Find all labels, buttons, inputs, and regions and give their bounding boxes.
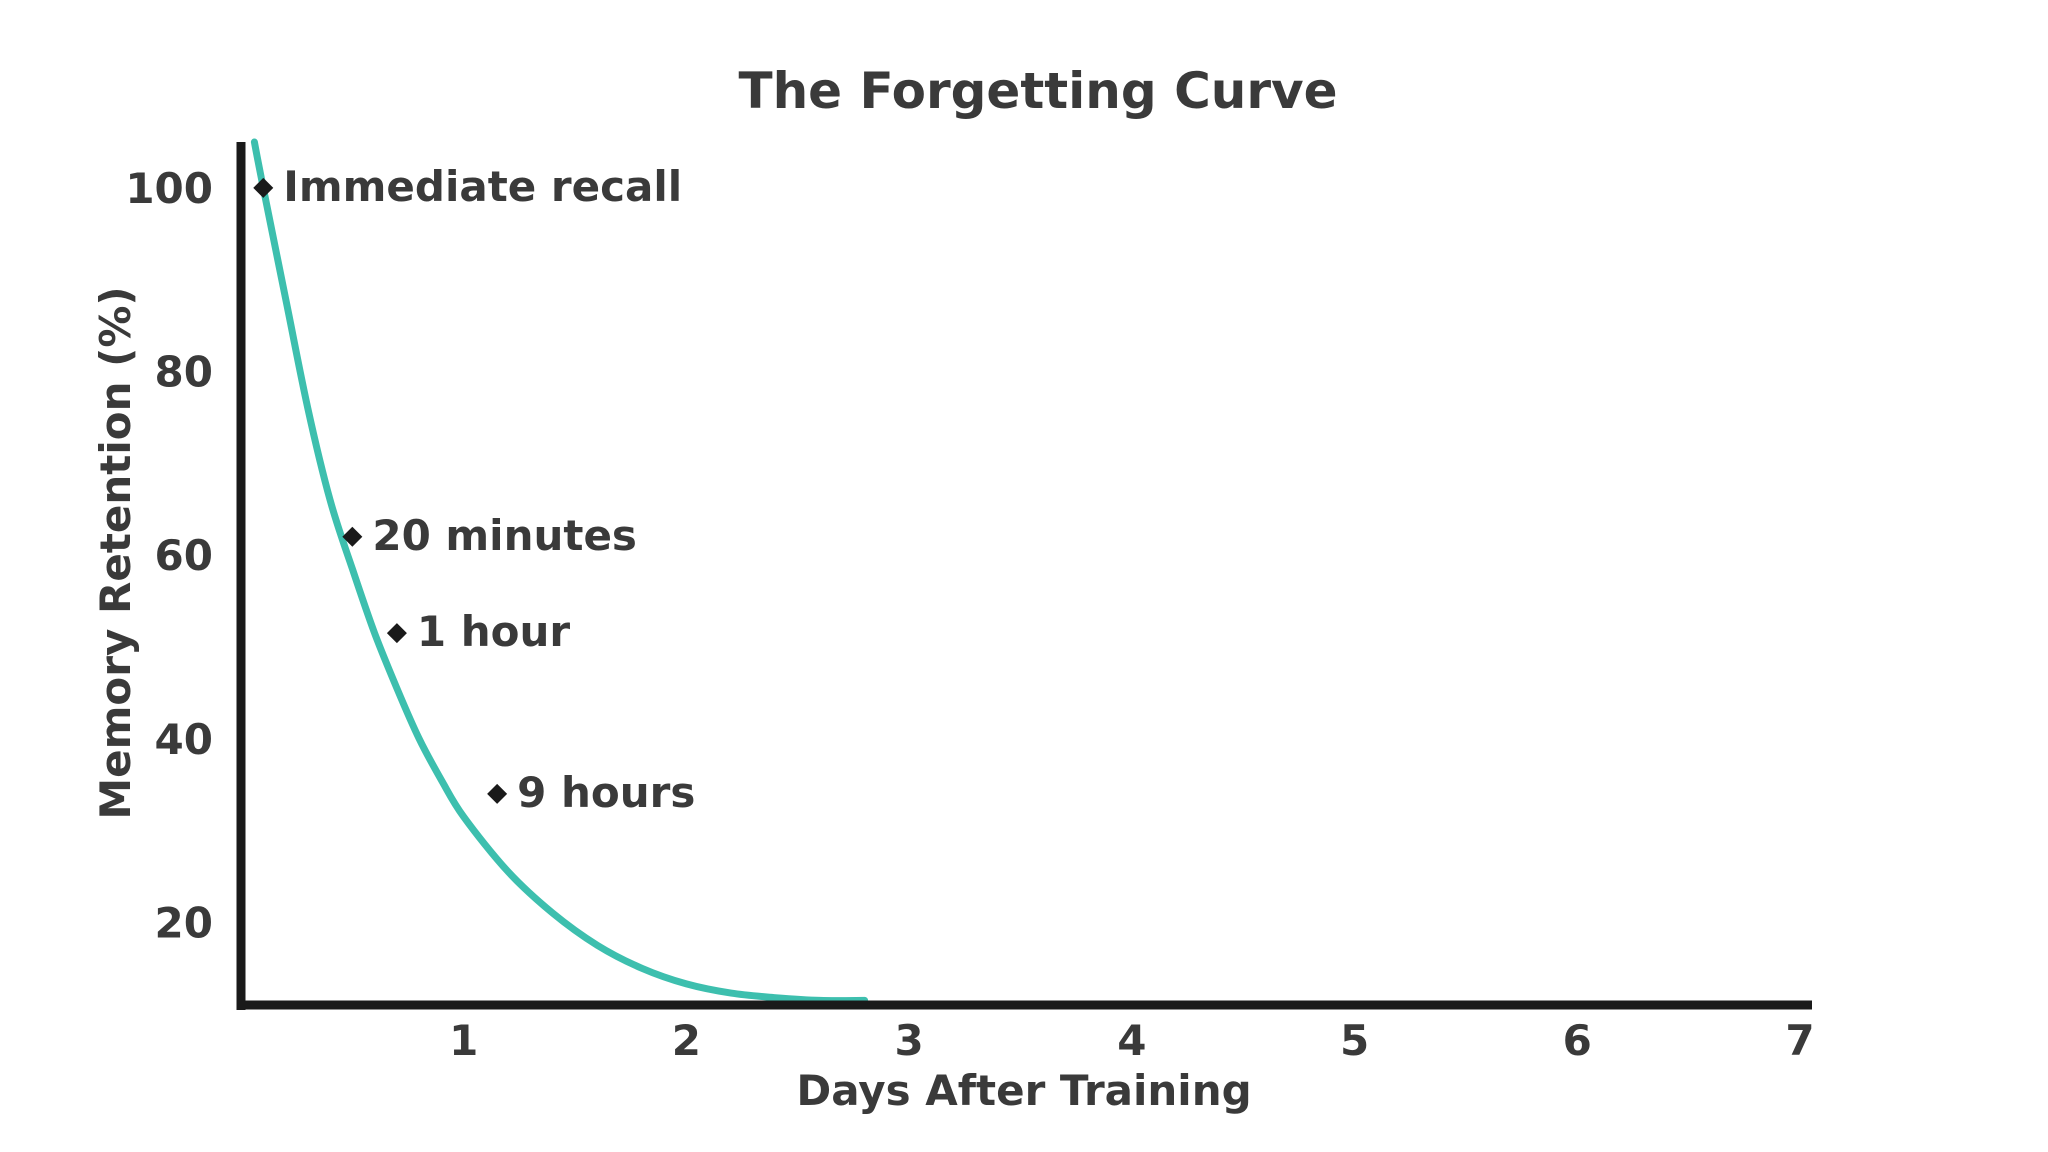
y-tick-label: 20 [155, 898, 213, 947]
x-tick-label: 2 [672, 1016, 701, 1065]
chart-title: The Forgetting Curve [738, 62, 1337, 120]
y-tick-label: 80 [155, 348, 213, 397]
forgetting-curve-line-0 [250, 138, 869, 1005]
annotation-marker [487, 783, 508, 804]
x-tick-label: 4 [1117, 1016, 1146, 1065]
x-tick-label: 6 [1563, 1016, 1592, 1065]
annotation-marker [253, 177, 274, 198]
y-tick-label: 40 [155, 715, 213, 764]
annotation-label: 20 minutes [372, 511, 637, 560]
x-tick-label: 7 [1785, 1016, 1814, 1065]
annotation-marker [386, 623, 407, 644]
y-axis-title: Memory Retention (%) [91, 286, 140, 819]
annotation-label: Immediate recall [283, 162, 682, 211]
x-axis-title: Days After Training [796, 1066, 1251, 1115]
y-tick-labels: 20 40 60 80 100 [125, 164, 213, 947]
annotation-label: 9 hours [517, 768, 695, 817]
annotation-layer: Immediate recall 20 minutes 1 hour 9 hours [253, 162, 695, 817]
x-tick-label: 5 [1340, 1016, 1369, 1065]
curve-layer [250, 138, 869, 1005]
annotation-label: 1 hour [417, 607, 571, 656]
x-tick-label: 1 [449, 1016, 478, 1065]
annotation-marker [342, 526, 363, 547]
x-tick-label: 3 [895, 1016, 924, 1065]
y-tick-label: 60 [155, 531, 213, 580]
x-tick-labels: 1 2 3 4 5 6 7 [449, 1016, 1815, 1065]
y-tick-label: 100 [125, 164, 213, 213]
